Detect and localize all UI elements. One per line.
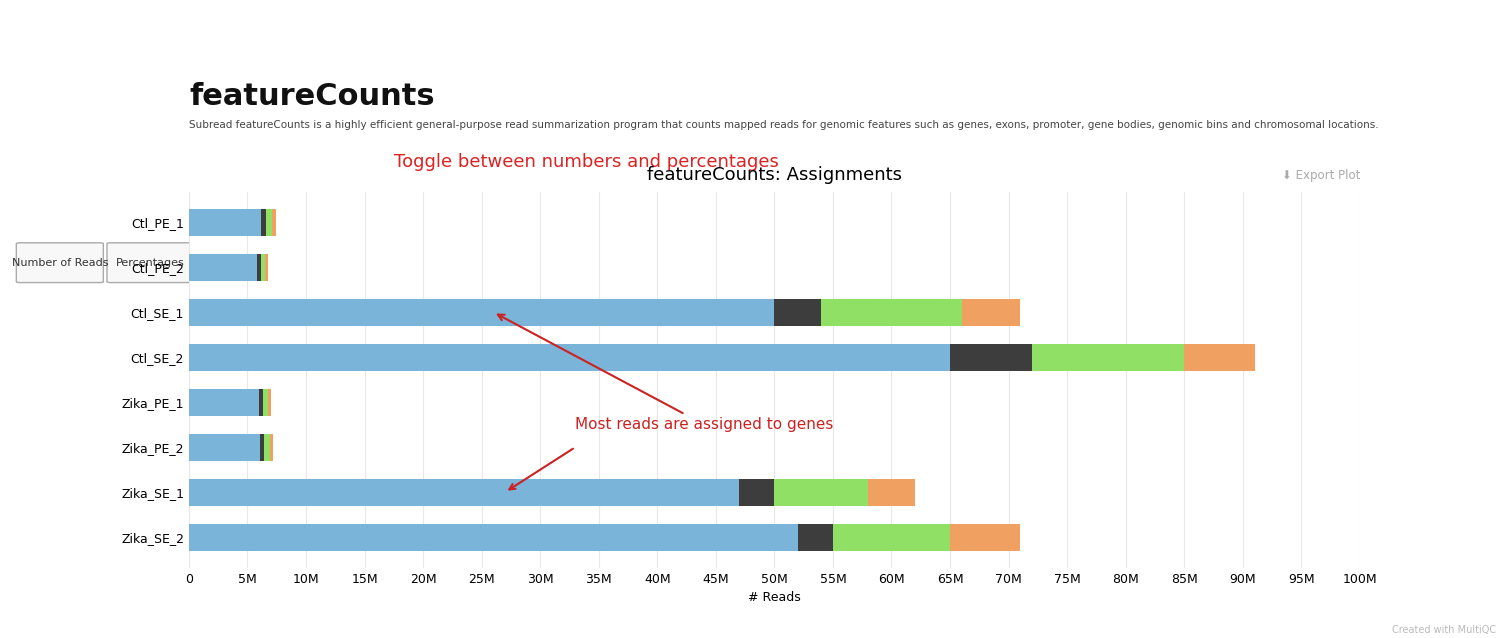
- Bar: [272, 209, 275, 235]
- Bar: [260, 389, 263, 416]
- Text: ⬇ Export Plot: ⬇ Export Plot: [1281, 169, 1360, 182]
- Bar: [189, 478, 739, 506]
- Bar: [833, 524, 950, 551]
- Bar: [189, 434, 260, 461]
- Bar: [263, 389, 267, 416]
- Title: featureCounts: Assignments: featureCounts: Assignments: [647, 167, 902, 184]
- Bar: [798, 524, 833, 551]
- Bar: [266, 209, 272, 235]
- Bar: [189, 209, 261, 235]
- Bar: [775, 299, 822, 325]
- Bar: [1185, 344, 1254, 371]
- Bar: [739, 478, 775, 506]
- Bar: [963, 299, 1020, 325]
- Bar: [867, 478, 916, 506]
- Text: Created with MultiQC: Created with MultiQC: [1392, 625, 1496, 635]
- Bar: [189, 299, 775, 325]
- Bar: [950, 524, 1020, 551]
- Bar: [270, 434, 273, 461]
- Bar: [950, 344, 1032, 371]
- Text: Toggle between numbers and percentages: Toggle between numbers and percentages: [394, 153, 778, 172]
- FancyBboxPatch shape: [17, 243, 103, 283]
- Bar: [189, 524, 798, 551]
- Bar: [1032, 344, 1185, 371]
- Bar: [260, 434, 264, 461]
- Text: Subread featureCounts is a highly efficient general-purpose read summarization p: Subread featureCounts is a highly effici…: [189, 120, 1378, 130]
- Bar: [266, 254, 267, 281]
- Bar: [822, 299, 963, 325]
- Bar: [267, 389, 270, 416]
- Text: Number of Reads: Number of Reads: [12, 258, 109, 268]
- X-axis label: # Reads: # Reads: [748, 591, 801, 604]
- Text: featureCounts: featureCounts: [189, 82, 435, 111]
- Bar: [260, 254, 266, 281]
- Bar: [189, 344, 950, 371]
- Bar: [264, 434, 270, 461]
- Text: Percentages: Percentages: [116, 258, 184, 268]
- Bar: [189, 254, 257, 281]
- FancyBboxPatch shape: [107, 243, 193, 283]
- Bar: [261, 209, 266, 235]
- Bar: [775, 478, 867, 506]
- Text: Most reads are assigned to genes: Most reads are assigned to genes: [497, 315, 834, 432]
- Bar: [257, 254, 260, 281]
- Bar: [189, 389, 260, 416]
